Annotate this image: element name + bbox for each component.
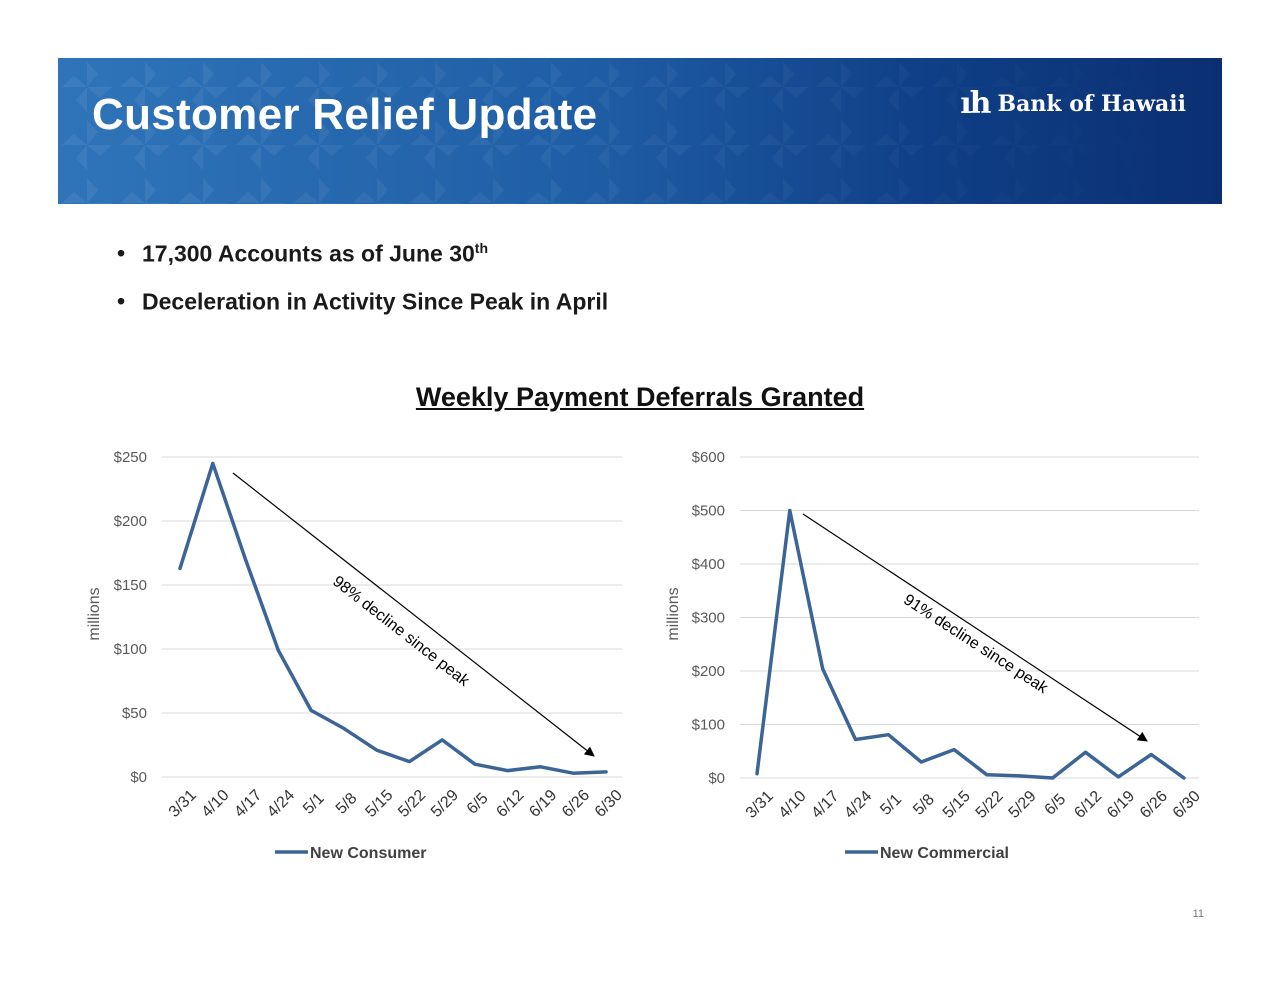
y-tick-label: $0 [130,769,147,786]
legend-label: New Commercial [880,845,1009,862]
x-tick-label: 5/15 [362,787,396,821]
page-title: Customer Relief Update [92,90,598,139]
data-point [821,667,825,671]
data-point [1018,774,1022,778]
x-tick-label: 5/15 [940,788,974,822]
x-tick-label: 5/22 [973,788,1007,822]
data-point [244,557,248,561]
data-point [919,760,923,764]
data-point [309,708,313,712]
y-axis-label: millions [665,587,682,640]
data-point [276,648,280,652]
bank-logo: ıh Bank of Hawaii [960,86,1186,121]
logo-text: Bank of Hawaii [997,90,1187,117]
title-banner: Customer Relief Update ıh Bank of Hawaii [58,58,1222,204]
y-tick-label: $0 [708,770,725,787]
x-tick-label: 4/24 [841,788,875,822]
x-tick-label: 3/31 [166,787,200,821]
y-tick-label: $200 [114,513,147,530]
bullet-item: • 17,300 Accounts as of June 30th [117,240,489,267]
x-tick-label: 6/12 [1071,788,1105,822]
bullet-text: Deceleration in Activity Since Peak in A… [142,288,609,315]
x-tick-label: 4/17 [808,788,842,822]
trend-arrow [232,472,595,757]
decline-annotation: 91% decline since peak [900,591,1051,697]
x-tick-label: 4/10 [199,787,233,821]
data-point [1083,750,1087,754]
data-point [854,737,858,741]
data-point [1149,752,1153,756]
x-tick-label: 6/5 [1042,791,1070,819]
banner-pattern [58,58,1222,204]
decline-annotation: 98% decline since peak [329,573,473,691]
y-tick-label: $500 [692,503,725,520]
data-point [506,769,510,773]
x-tick-label: 6/5 [464,790,492,818]
y-tick-label: $50 [122,705,147,722]
x-tick-label: 6/26 [1137,788,1171,822]
series-line [755,508,1186,780]
chart-section-title: Weekly Payment Deferrals Granted [415,382,865,412]
data-point [1182,776,1186,780]
data-point [1116,775,1120,779]
x-tick-label: 6/30 [1170,788,1204,822]
x-tick-label: 5/8 [333,790,361,818]
y-tick-label: $100 [692,717,725,734]
x-tick-label: 5/8 [910,791,938,819]
x-tick-label: 5/1 [300,790,328,818]
x-tick-label: 6/19 [1104,788,1138,822]
trend-arrow [802,513,1148,742]
data-point [604,770,608,774]
x-tick-label: 5/1 [877,791,905,819]
x-tick-label: 6/30 [592,787,626,821]
data-point [375,748,379,752]
data-point [178,566,182,570]
data-point [538,765,542,769]
series-line [178,461,608,775]
x-tick-label: 4/10 [776,788,810,822]
bullet-list: • 17,300 Accounts as of June 30th • Decele… [117,240,608,335]
page-number: 11 [1192,908,1204,920]
data-point [571,771,575,775]
data-point [473,762,477,766]
data-point [952,748,956,752]
x-tick-label: 4/17 [231,787,265,821]
x-tick-label: 5/22 [395,787,429,821]
data-point [788,509,792,512]
x-tick-label: 5/29 [1006,788,1040,822]
data-point [985,773,989,777]
y-tick-label: $300 [692,610,725,627]
data-point [211,461,215,465]
y-tick-label: $600 [692,449,725,466]
data-point [342,726,346,730]
x-tick-label: 6/26 [559,787,593,821]
data-point [407,760,411,764]
y-tick-label: $150 [114,577,147,594]
bullet-item: • Deceleration in Activity Since Peak in … [117,287,609,315]
y-axis-label: millions [86,587,103,640]
legend-label: New Consumer [310,845,426,862]
y-tick-label: $250 [114,449,147,466]
bullet-superscript: th [474,240,489,256]
x-tick-label: 4/24 [264,787,298,821]
data-point [440,738,444,742]
y-tick-label: $100 [114,641,147,658]
data-point [755,772,759,776]
y-tick-label: $400 [692,556,725,573]
x-tick-label: 3/31 [743,788,777,822]
data-point [886,733,890,737]
x-tick-label: 6/19 [526,787,560,821]
data-point [1051,776,1055,780]
x-tick-label: 5/29 [428,787,462,821]
x-tick-label: 6/12 [493,787,527,821]
logo-mark-icon: ıh [960,86,991,121]
y-tick-label: $200 [692,663,725,680]
bullet-text: 17,300 Accounts as of June 30 [142,240,475,267]
